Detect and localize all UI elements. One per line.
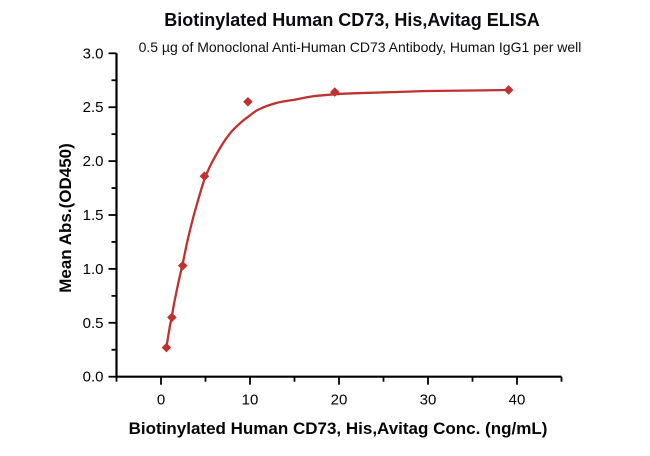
data-point [199,171,210,181]
y-tick-label: 0.5 [83,315,104,332]
chart-subtitle: 0.5 µg of Monoclonal Anti-Human CD73 Ant… [138,39,582,55]
data-point [243,97,253,107]
x-axis-ticks: 0 10 20 30 40 [115,376,563,409]
fit-curve [165,88,510,349]
y-axis-ticks: 0.0 0.5 1.0 1.5 2.0 2.5 3.0 [83,45,117,386]
data-point [330,87,340,97]
axes [115,53,562,378]
data-point [503,85,514,95]
x-axis-title: Biotinylated Human CD73, His,Avitag Conc… [128,419,548,438]
data-point [167,312,177,323]
y-tick-label: 2.5 [83,99,104,116]
data-point [177,260,188,271]
chart-title: Biotinylated Human CD73, His,Avitag ELIS… [164,10,540,30]
data-points [161,85,514,353]
y-tick-label: 1.5 [83,207,104,224]
data-point [161,342,172,353]
y-tick-label: 0.0 [83,369,104,386]
y-tick-label: 3.0 [83,45,104,62]
x-tick-label: 30 [420,392,437,409]
x-tick-label: 10 [242,392,259,409]
x-tick-label: 0 [157,392,165,409]
y-tick-label: 1.0 [83,261,104,278]
y-tick-label: 2.0 [83,153,104,170]
x-tick-label: 40 [509,392,526,409]
x-tick-label: 20 [331,392,348,409]
y-axis-title: Mean Abs.(OD450) [56,143,75,293]
